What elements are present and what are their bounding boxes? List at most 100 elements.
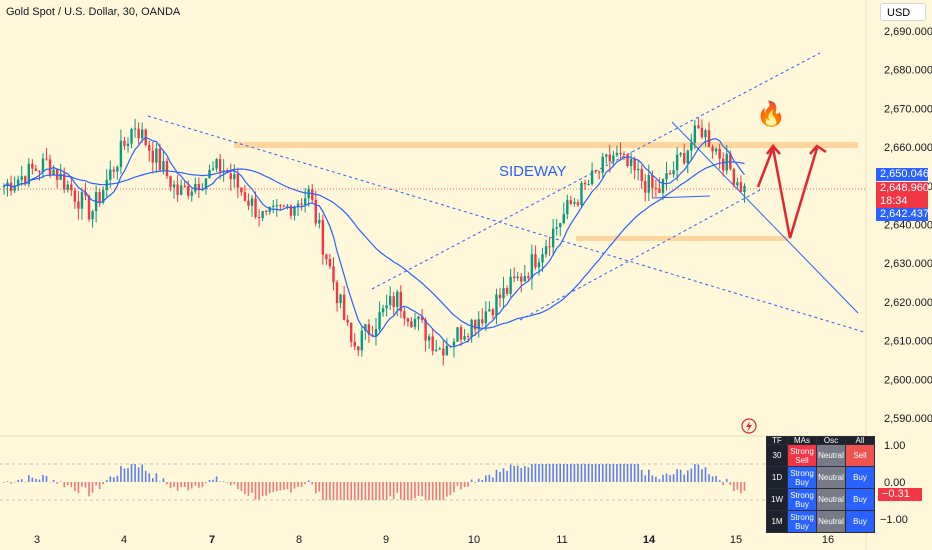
candle-body bbox=[679, 153, 682, 155]
osc-bar bbox=[577, 464, 579, 482]
osc-bar bbox=[81, 482, 83, 487]
wedge-upper-line[interactable] bbox=[671, 121, 859, 314]
candle-body bbox=[137, 128, 140, 139]
candle-body bbox=[314, 199, 317, 224]
osc-axis-zero: 0.00 bbox=[884, 477, 906, 489]
candle-body bbox=[130, 129, 133, 144]
price-tick-label: 2,670.000 bbox=[884, 103, 932, 115]
osc-bar bbox=[442, 482, 445, 500]
osc-bar bbox=[424, 482, 427, 500]
osc-bar bbox=[640, 469, 643, 482]
osc-bar bbox=[346, 482, 349, 500]
candle-body bbox=[640, 168, 643, 182]
arrowhead-right bbox=[809, 144, 827, 155]
osc-bar bbox=[297, 482, 299, 487]
osc-bar bbox=[279, 482, 282, 491]
candle-body bbox=[52, 169, 55, 176]
osc-bar bbox=[616, 464, 618, 482]
candle-body bbox=[190, 191, 193, 196]
upper-price-tag: 2,650.046 bbox=[876, 168, 929, 181]
osc-bar bbox=[548, 464, 551, 482]
osc-bar bbox=[438, 482, 441, 500]
time-axis[interactable]: 3 4 7 8 9 10 11 14 15 16 bbox=[34, 534, 834, 546]
candle-body bbox=[686, 150, 689, 164]
osc-bar bbox=[389, 482, 391, 497]
osc-bar bbox=[364, 482, 367, 500]
candle-body bbox=[272, 205, 275, 208]
osc-bar bbox=[506, 470, 508, 482]
osc-bar bbox=[516, 465, 519, 482]
candle-body bbox=[598, 171, 601, 173]
candle-body bbox=[140, 129, 144, 139]
osc-bar bbox=[570, 464, 572, 482]
candle-body bbox=[690, 142, 693, 151]
candle-body bbox=[583, 182, 587, 185]
candle-body bbox=[70, 184, 73, 191]
osc-bar bbox=[414, 482, 416, 499]
candle-body bbox=[275, 205, 278, 207]
osc-bar bbox=[166, 482, 168, 485]
osc-bar bbox=[648, 469, 650, 482]
candle-body bbox=[633, 158, 636, 171]
osc-bar bbox=[665, 473, 668, 482]
time-tick-label: 14 bbox=[643, 534, 656, 546]
candle-body bbox=[491, 309, 495, 316]
lightning-icon[interactable] bbox=[741, 418, 757, 434]
candle-body bbox=[668, 173, 672, 175]
projection-arrow[interactable] bbox=[756, 143, 819, 239]
osc-bar bbox=[591, 464, 593, 482]
osc-bar bbox=[130, 464, 133, 482]
osc-bar bbox=[141, 464, 143, 482]
osc-bar bbox=[173, 482, 175, 487]
support-zone[interactable] bbox=[576, 236, 788, 241]
osc-bar bbox=[113, 477, 115, 482]
candle-body bbox=[693, 125, 697, 143]
descending-trendline[interactable] bbox=[147, 115, 865, 333]
osc-bar bbox=[711, 476, 714, 482]
ta-row: 1W Strong Buy Neutral Buy bbox=[766, 488, 875, 511]
osc-bar bbox=[322, 482, 324, 500]
candle-body bbox=[243, 192, 247, 201]
osc-bar bbox=[144, 470, 147, 482]
candle-body bbox=[626, 154, 629, 167]
candle-body bbox=[208, 169, 211, 179]
candle-body bbox=[109, 169, 112, 180]
candle-body bbox=[381, 308, 385, 313]
osc-bar bbox=[251, 482, 253, 493]
price-tick-label: 2,590.000 bbox=[884, 413, 932, 425]
osc-bar bbox=[492, 477, 494, 482]
currency-button[interactable]: USD bbox=[880, 3, 926, 21]
last-price-tag: 2,648.960 18:34 bbox=[876, 182, 929, 208]
wedge-lower-line[interactable] bbox=[651, 195, 711, 199]
osc-bar bbox=[509, 464, 512, 482]
candle-body bbox=[229, 173, 232, 180]
candle-body bbox=[551, 228, 555, 248]
osc-bar bbox=[538, 464, 540, 482]
candle-body bbox=[459, 327, 463, 340]
candle-body bbox=[392, 296, 395, 307]
ta-all: Sell bbox=[845, 444, 875, 467]
candle-body bbox=[63, 173, 66, 190]
osc-bar bbox=[477, 478, 480, 482]
candle-body bbox=[654, 187, 658, 189]
osc-bar bbox=[431, 482, 434, 500]
candle-body bbox=[488, 309, 491, 312]
osc-bar bbox=[343, 482, 345, 500]
resistance-zone[interactable] bbox=[234, 142, 858, 148]
candle-body bbox=[512, 276, 516, 279]
osc-bar bbox=[658, 479, 661, 482]
candle-body bbox=[615, 152, 619, 156]
osc-bar bbox=[357, 482, 360, 500]
candle-body bbox=[311, 189, 314, 200]
price-tick-label: 2,600.000 bbox=[884, 374, 932, 386]
osc-bar bbox=[318, 482, 321, 492]
osc-bar bbox=[669, 474, 671, 482]
osc-bar bbox=[311, 482, 314, 485]
osc-bar bbox=[268, 482, 271, 494]
osc-bar bbox=[651, 475, 654, 482]
candle-body bbox=[73, 190, 77, 202]
candle-body bbox=[601, 156, 604, 173]
candle-body bbox=[367, 324, 371, 335]
osc-bar bbox=[626, 464, 629, 482]
